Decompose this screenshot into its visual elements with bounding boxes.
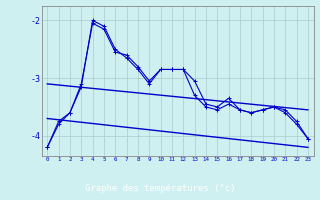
Text: Graphe des températures (°c): Graphe des températures (°c) — [85, 184, 235, 193]
